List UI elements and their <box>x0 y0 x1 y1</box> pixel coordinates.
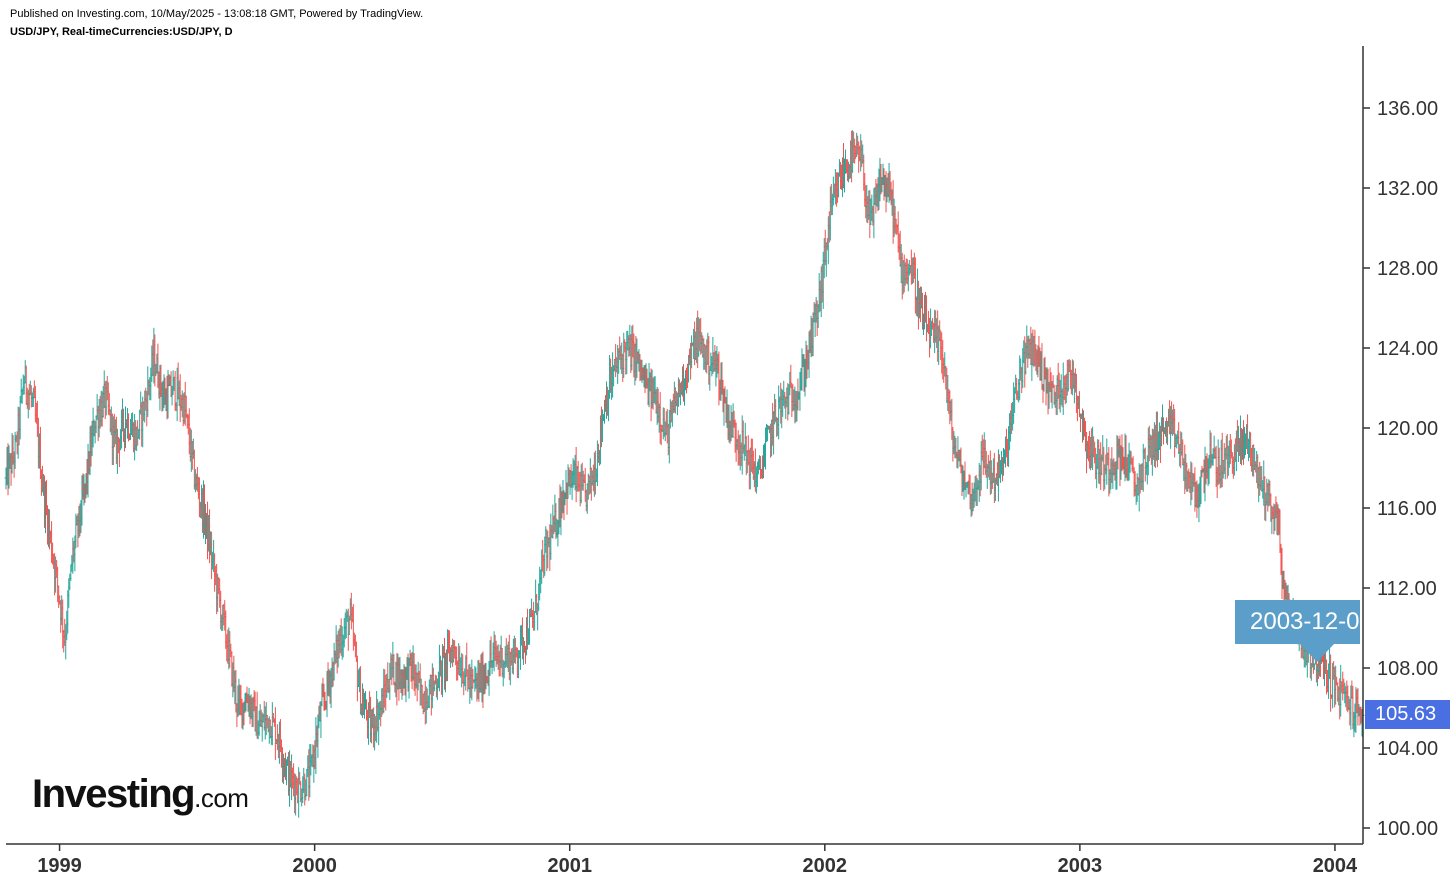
y-tick-label: 104.00 <box>1377 738 1438 760</box>
y-tick-label: 136.00 <box>1377 98 1438 120</box>
y-tick-label: 120.00 <box>1377 418 1438 440</box>
investing-logo: Investing.com <box>32 772 249 816</box>
y-tick-label: 124.00 <box>1377 338 1438 360</box>
x-tick-label: 2000 <box>292 855 337 877</box>
symbol-caption: USD/JPY, Real-timeCurrencies:USD/JPY, D <box>10 26 233 38</box>
y-tick-label: 100.00 <box>1377 818 1438 840</box>
ohlc-bar <box>273 707 277 760</box>
x-tick-label: 1999 <box>37 855 82 877</box>
y-tick-label: 128.00 <box>1377 258 1438 280</box>
y-axis-ticks: 100.00 104.00 108.00 112.00 116.00 120.00 124.… <box>1363 98 1438 840</box>
last-price-tag: 105.63 <box>1365 700 1450 729</box>
y-tick-label: 132.00 <box>1377 178 1438 200</box>
y-tick-label: 112.00 <box>1377 578 1437 600</box>
x-tick-label: 2004 <box>1313 855 1358 877</box>
x-tick-label: 2002 <box>803 855 848 877</box>
x-tick-label: 2001 <box>547 855 592 877</box>
crosshair-date-tag: 2003-12-0 <box>1235 600 1360 644</box>
y-tick-label: 108.00 <box>1377 658 1438 680</box>
ohlc-bar <box>1329 654 1333 712</box>
x-tick-label: 2003 <box>1058 855 1103 877</box>
y-tick-label: 116.00 <box>1377 498 1437 520</box>
published-caption: Published on Investing.com, 10/May/2025 … <box>10 8 424 20</box>
ohlc-bars <box>4 130 1365 818</box>
crosshair-date-pointer <box>1300 644 1334 662</box>
x-axis-ticks: 1999 2000 2001 2002 2003 2004 <box>37 844 1358 877</box>
